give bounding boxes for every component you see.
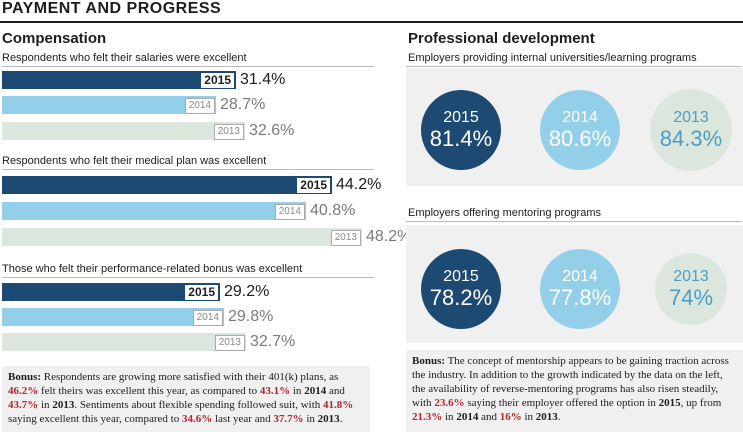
professional-development-title: Professional development [408,30,595,47]
bubble-value-label: 74% [668,285,714,310]
bubble-year-label: 2015 [443,268,479,285]
note-text: . [557,411,561,423]
bubble-year-label: 2013 [673,268,709,285]
bubble-2013: 2013 74% [655,253,727,325]
development-bonus-note: Bonus: The concept of mentorship appears… [406,350,743,432]
note-text: and [478,411,500,423]
chart-title: Respondents who felt their medical plan … [2,155,267,167]
highlight-figure: 34.6% [181,413,213,425]
note-text: in [521,411,536,423]
note-text: . Sentiments about flexible spending fol… [74,399,324,411]
highlight-figure: 23.6% [434,397,465,409]
bar-value-label: 48.2% [366,228,412,245]
note-text: and [326,385,345,397]
bubble-2014: 2014 77.8% [540,249,620,329]
bubble-year-label: 2013 [673,109,709,126]
highlight-figure: 16% [499,411,522,423]
chart-title: Respondents who felt their salaries were… [2,52,247,64]
note-text: in [303,413,318,425]
compensation-bonus-label: Bonus: [8,371,42,383]
chart-title: Employers offering mentoring programs [408,207,601,219]
bar-year-label: 2013 [214,335,245,351]
bar-value-label: 29.2% [224,283,270,300]
highlight-figure: 46.2% [8,385,39,397]
bubble-2015: 2015 81.4% [421,90,501,170]
emphasis-year: 2013 [317,413,340,425]
bar-2014: 2014 [2,308,224,326]
emphasis-year: 2013 [52,399,75,411]
chart-title-rule [406,221,742,222]
bubble-year-label: 2015 [443,109,479,126]
note-text: . [339,413,343,425]
bar-value-label: 29.8% [228,308,274,325]
highlight-figure: 43.1% [259,385,291,397]
highlight-figure: 41.8% [323,399,354,411]
note-text: Respondents are growing more satisfied w… [41,371,339,383]
note-text: saying excellent this year, compared to [8,413,182,425]
highlight-figure: 21.3% [412,411,443,423]
emphasis-year: 2015 [658,397,681,409]
bar-value-label: 31.4% [240,71,286,88]
note-text: The concept of mentorship appears to be … [412,355,729,409]
highlight-figure: 43.7% [8,399,39,411]
bar-2015: 2015 [2,71,236,89]
bubble-value-label: 84.3% [659,126,723,151]
bar-year-label: 2014 [192,310,223,326]
emphasis-year: 2013 [535,411,558,423]
bar-value-label: 44.2% [336,176,382,193]
chart-title: Employers providing internal universitie… [408,52,697,64]
bubble-value-label: 78.2% [429,285,493,310]
bar-2014: 2014 [2,96,216,114]
bar-value-label: 40.8% [310,202,356,219]
bar-2013: 2013 [2,122,245,140]
note-text: in [38,399,53,411]
bubble-2015: 2015 78.2% [421,249,501,329]
chart-title-rule [2,277,374,278]
compensation-title: Compensation [2,30,107,47]
emphasis-year: 2014 [456,411,479,423]
development-bonus-label: Bonus: [412,355,446,367]
bubble-2014: 2014 80.6% [540,90,620,170]
chart-title-rule [2,169,374,170]
emphasis-year: 2014 [304,385,327,397]
compensation-bonus-text: Respondents are growing more satisfied w… [8,371,353,425]
chart-title: Those who felt their performance-related… [2,263,303,275]
bar-value-label: 32.7% [250,333,296,350]
bar-year-label: 2015 [296,177,331,194]
bubble-year-label: 2014 [562,109,598,126]
bar-year-label: 2015 [184,284,219,301]
bar-year-label: 2014 [184,98,215,114]
bar-2015: 2015 [2,283,220,301]
bar-year-label: 2014 [274,204,305,220]
compensation-bonus-note: Bonus: Respondents are growing more sati… [2,366,370,432]
chart-title-rule [2,66,374,67]
bar-value-label: 32.6% [249,122,295,139]
note-text: in [290,385,305,397]
bubble-2013: 2013 84.3% [650,89,732,171]
note-text: in [442,411,457,423]
bubble-year-label: 2014 [562,268,598,285]
bar-year-label: 2015 [200,72,235,89]
note-text: felt theirs was excellent this year, as … [38,385,260,397]
note-text: , up from [680,397,722,409]
note-text: saying their employer offered the option… [464,397,659,409]
page-title: PAYMENT AND PROGRESS [2,0,222,17]
highlight-figure: 37.7% [273,413,304,425]
bubble-value-label: 81.4% [429,126,493,151]
bar-year-label: 2013 [330,230,361,246]
note-text: last year and [212,413,274,425]
bar-2013: 2013 [2,333,246,351]
title-divider [0,21,743,23]
bar-year-label: 2013 [213,124,244,140]
bar-value-label: 28.7% [220,96,266,113]
bubble-value-label: 80.6% [548,126,612,151]
bar-2015: 2015 [2,176,332,194]
chart-title-rule [406,66,742,67]
bar-2013: 2013 [2,228,362,246]
bar-2014: 2014 [2,202,306,220]
development-bonus-text: The concept of mentorship appears to be … [412,355,729,423]
bubble-value-label: 77.8% [548,285,612,310]
